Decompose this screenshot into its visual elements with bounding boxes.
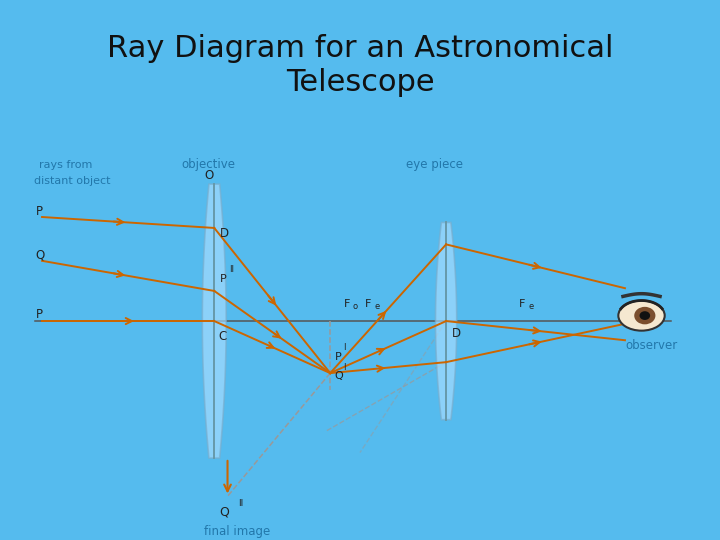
Text: P: P: [35, 308, 42, 321]
Text: P: P: [35, 205, 42, 218]
Text: F: F: [343, 299, 350, 308]
Text: D: D: [220, 227, 229, 240]
Text: Q: Q: [35, 249, 45, 262]
Text: II: II: [229, 265, 234, 274]
Text: final image: final image: [204, 525, 271, 538]
Text: D: D: [451, 327, 461, 340]
Text: O: O: [204, 170, 214, 183]
Circle shape: [639, 311, 650, 320]
Text: eye piece: eye piece: [406, 158, 464, 172]
Text: rays from: rays from: [39, 160, 92, 170]
Text: I: I: [343, 363, 346, 373]
Polygon shape: [202, 184, 226, 458]
Text: Q: Q: [335, 371, 343, 381]
Text: observer: observer: [625, 339, 678, 352]
Ellipse shape: [618, 301, 665, 330]
Text: objective: objective: [181, 158, 235, 172]
Text: o: o: [353, 302, 358, 311]
Text: Ray Diagram for an Astronomical
Telescope: Ray Diagram for an Astronomical Telescop…: [107, 35, 613, 97]
Text: F: F: [519, 299, 526, 308]
Text: e: e: [374, 302, 380, 311]
Circle shape: [634, 307, 655, 325]
Text: P: P: [220, 274, 226, 284]
Text: Q: Q: [220, 505, 229, 518]
Text: distant object: distant object: [34, 177, 111, 186]
Text: II: II: [238, 499, 243, 508]
Text: P: P: [335, 352, 341, 362]
Text: I: I: [343, 343, 346, 352]
Text: F: F: [365, 299, 372, 308]
Text: C: C: [218, 330, 227, 343]
Text: e: e: [528, 302, 534, 311]
Polygon shape: [436, 222, 456, 420]
